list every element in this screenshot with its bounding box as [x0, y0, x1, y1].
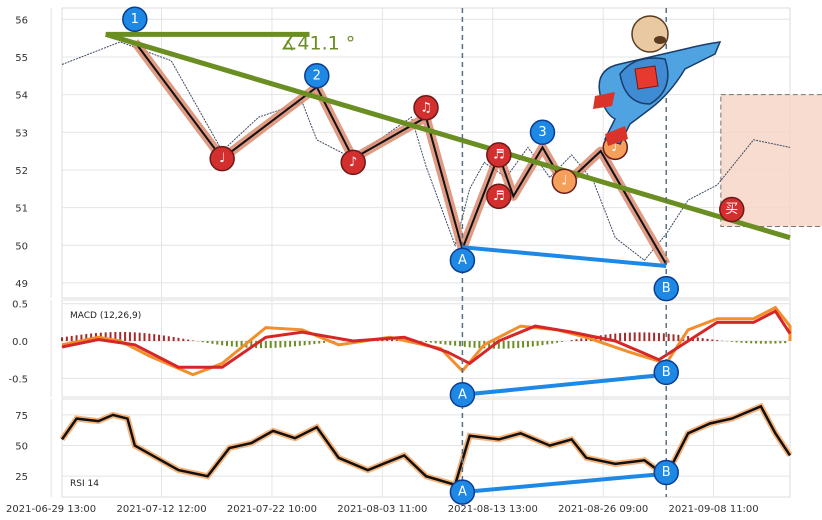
price-marker: [122, 6, 148, 33]
mascot-emblem: [634, 65, 659, 90]
price-marker: [304, 63, 330, 89]
price-marker-label: 1: [131, 12, 139, 27]
rsi-panel: RSI 14: [59, 402, 793, 495]
price-marker-label: ♬: [493, 147, 505, 162]
chart-background: [61, 7, 791, 498]
angle-label: ∡41.1 °: [280, 32, 355, 54]
price-divergence-line: [462, 245, 667, 268]
price-marker-label: ♪: [349, 155, 357, 170]
price-y-tick: 49: [15, 279, 28, 290]
macd-panel: MACD (12,26,9): [61, 305, 792, 397]
panel-frame: [61, 299, 791, 398]
price-marker: [486, 183, 512, 210]
price-marker-label: ♩: [219, 151, 225, 166]
x-tick-label: 2021-08-26 09:00: [558, 504, 648, 515]
price-marker: [719, 196, 745, 223]
macd-marker-label: A: [458, 387, 467, 402]
price-marker-label: ♪: [611, 140, 619, 155]
price-marker-label: ♩: [561, 174, 567, 189]
macd-marker: [653, 359, 679, 386]
price-marker: [413, 95, 439, 121]
price-marker: [653, 275, 679, 302]
price-marker: [486, 142, 512, 168]
price-y-tick: 53: [15, 128, 28, 139]
price-marker-label: 3: [538, 125, 546, 140]
mascot-nose: [654, 36, 666, 44]
price-marker: [551, 168, 578, 194]
rsi-line: [60, 404, 792, 487]
price-y-tick: 52: [15, 166, 28, 177]
trend-line: [104, 32, 791, 241]
x-tick-label: 2021-08-13 13:00: [448, 504, 538, 515]
x-tick-label: 2021-07-12 12:00: [116, 504, 206, 515]
macd-panel-label: MACD (12,26,9): [70, 311, 141, 321]
rsi-panel-label: RSI 14: [70, 479, 99, 489]
macd-y-tick: -0.5: [8, 374, 28, 385]
rsi-y-tick: 50: [15, 442, 28, 453]
macd-line: [61, 305, 792, 377]
x-tick-label: 2021-08-03 11:00: [337, 504, 427, 515]
price-marker: [209, 145, 235, 172]
axes: 2021-06-29 13:00 2021-07-12 12:00 2021-07-…: [6, 15, 759, 515]
annotations: 1 2 3 A B ♩ ♪ ♫ ♬ ♬ ♩ ♪ 买 A B A B: [122, 6, 745, 505]
rsi-marker: [653, 459, 679, 486]
x-tick-label: 2021-06-29 13:00: [6, 504, 96, 515]
mascot-glove: [593, 92, 615, 109]
price-y-tick: 54: [15, 91, 28, 102]
price-marker: [449, 247, 476, 274]
macd-divergence-line: [462, 372, 667, 397]
price-marker: [340, 149, 366, 176]
macd-marker: [449, 382, 476, 408]
x-tick-label: 2021-09-08 11:00: [669, 504, 759, 515]
price-marker-label: ♫: [420, 100, 432, 115]
price-marker-label: B: [662, 281, 671, 296]
price-marker-label: A: [458, 253, 467, 268]
price-y-tick: 50: [15, 241, 28, 252]
price-marker: [529, 119, 556, 146]
macd-marker-label: B: [662, 365, 671, 380]
macd-y-tick: 0.5: [12, 300, 28, 311]
price-line: [61, 41, 791, 261]
macd-y-tick: 0.0: [12, 337, 28, 348]
rsi-y-tick: 25: [15, 472, 28, 483]
rsi-marker: [449, 479, 476, 505]
rsi-divergence-line: [462, 471, 667, 495]
x-tick-label: 2021-07-22 10:00: [227, 504, 317, 515]
price-y-tick: 51: [15, 204, 28, 215]
price-marker-label: ♬: [493, 189, 505, 204]
rsi-y-tick: 75: [15, 411, 28, 422]
signal-line: [61, 309, 792, 369]
price-y-tick: 56: [15, 15, 28, 26]
price-marker-label: 买: [725, 202, 738, 217]
price-marker-label: 2: [313, 68, 321, 83]
mascot-boot: [605, 126, 628, 146]
mascot-illustration: [593, 15, 722, 146]
price-y-tick: 55: [15, 53, 28, 64]
rsi-marker-label: B: [662, 465, 671, 480]
mascot-head: [631, 15, 669, 53]
rsi-marker-label: A: [458, 485, 467, 500]
